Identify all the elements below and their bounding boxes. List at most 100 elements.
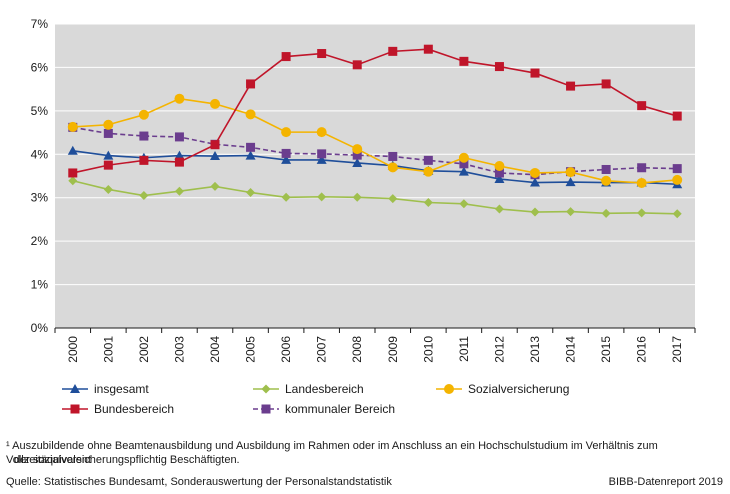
data-point bbox=[352, 192, 362, 202]
data-point bbox=[281, 148, 291, 158]
data-point bbox=[494, 168, 504, 178]
data-point bbox=[459, 159, 469, 169]
data-point bbox=[246, 142, 256, 152]
legend-label: Landesbereich bbox=[285, 382, 364, 396]
data-point bbox=[423, 44, 433, 54]
legend-marker bbox=[70, 384, 80, 393]
x-tick-label: 2014 bbox=[564, 336, 578, 363]
data-point bbox=[174, 186, 184, 196]
data-point bbox=[138, 109, 149, 120]
data-point bbox=[210, 98, 220, 109]
data-point bbox=[210, 140, 220, 150]
data-point bbox=[636, 177, 647, 188]
legend-item: Sozialversicherung bbox=[436, 382, 569, 396]
data-point bbox=[316, 127, 327, 138]
legend-item: kommunaler Bereich bbox=[253, 402, 395, 416]
x-tick-label: 2012 bbox=[492, 336, 506, 363]
legend-item: Landesbereich bbox=[253, 382, 364, 396]
y-tick-label: 5% bbox=[31, 104, 49, 118]
data-point bbox=[388, 46, 398, 56]
data-point bbox=[139, 131, 149, 141]
data-point bbox=[423, 197, 433, 207]
y-tick-label: 2% bbox=[31, 234, 49, 248]
series-line bbox=[72, 48, 678, 174]
x-tick-label: 2008 bbox=[350, 336, 364, 363]
data-point bbox=[103, 160, 113, 170]
legend-label: Sozialversicherung bbox=[468, 382, 569, 396]
data-point bbox=[210, 151, 220, 161]
data-point bbox=[565, 177, 576, 187]
data-point bbox=[139, 191, 149, 201]
legend-item: insgesamt bbox=[62, 382, 149, 396]
x-axis: 2000 2001 2002 2003 2004 2005 2006 2007 2008 2009… bbox=[54, 328, 696, 363]
data-point bbox=[68, 176, 78, 186]
data-point bbox=[103, 184, 113, 194]
x-tick-label: 2009 bbox=[386, 336, 400, 363]
series-bundesbereich bbox=[68, 44, 682, 178]
legend-label: kommunaler Bereich bbox=[285, 402, 395, 416]
data-point bbox=[174, 157, 184, 167]
data-point bbox=[352, 157, 363, 167]
data-point bbox=[246, 188, 256, 198]
series-landesbereich bbox=[68, 176, 682, 219]
data-point bbox=[281, 52, 291, 62]
data-point bbox=[103, 119, 114, 130]
x-tick-label: 2017 bbox=[670, 336, 684, 363]
data-point bbox=[281, 127, 292, 138]
data-point bbox=[352, 144, 363, 155]
data-point bbox=[281, 192, 291, 202]
footnote-line-2: der sozialversicherungspflichtig Beschäf… bbox=[14, 454, 240, 466]
data-point bbox=[459, 199, 469, 209]
data-point bbox=[672, 111, 682, 121]
x-tick-label: 2007 bbox=[315, 336, 329, 363]
plot-background bbox=[55, 24, 695, 328]
data-point bbox=[317, 49, 327, 59]
credit-note: BIBB-Datenreport 2019 bbox=[608, 476, 723, 488]
data-point bbox=[174, 93, 185, 104]
y-tick-label: 7% bbox=[31, 17, 49, 31]
x-tick-label: 2005 bbox=[244, 336, 258, 363]
x-tick-label: 2004 bbox=[208, 336, 222, 363]
data-point bbox=[637, 163, 647, 173]
data-point bbox=[601, 79, 611, 89]
data-point bbox=[494, 174, 505, 184]
data-point bbox=[317, 149, 327, 159]
legend-label: insgesamt bbox=[94, 382, 149, 396]
data-point bbox=[352, 60, 362, 70]
x-tick-label: 2003 bbox=[172, 336, 186, 363]
x-tick-label: 2011 bbox=[457, 336, 471, 362]
data-point bbox=[245, 150, 256, 160]
x-tick-label: 2013 bbox=[528, 336, 542, 363]
data-point bbox=[316, 154, 327, 164]
legend-marker bbox=[70, 404, 80, 414]
data-point bbox=[601, 175, 612, 186]
data-point bbox=[672, 209, 682, 219]
x-tick-label: 2006 bbox=[279, 336, 293, 363]
x-tick-label: 2010 bbox=[421, 336, 435, 363]
data-point bbox=[174, 150, 185, 160]
legend-marker bbox=[444, 384, 454, 394]
data-point bbox=[566, 207, 576, 217]
data-point bbox=[103, 128, 113, 138]
data-point bbox=[530, 68, 540, 78]
data-point bbox=[68, 168, 78, 178]
series-group bbox=[67, 44, 683, 219]
x-tick-label: 2000 bbox=[66, 336, 80, 363]
data-point bbox=[387, 162, 398, 173]
data-point bbox=[672, 164, 682, 174]
legend-label: Bundesbereich bbox=[94, 402, 174, 416]
data-point bbox=[139, 155, 149, 165]
series-line bbox=[72, 126, 678, 176]
x-tick-label: 2002 bbox=[137, 336, 151, 363]
data-point bbox=[67, 145, 78, 155]
data-point bbox=[494, 204, 504, 214]
data-point bbox=[637, 208, 647, 218]
series-line bbox=[72, 179, 678, 215]
data-point bbox=[565, 167, 576, 178]
legend-marker bbox=[261, 384, 271, 394]
data-point bbox=[530, 167, 540, 178]
data-point bbox=[210, 181, 220, 191]
data-point bbox=[637, 101, 647, 111]
data-point bbox=[530, 177, 540, 187]
